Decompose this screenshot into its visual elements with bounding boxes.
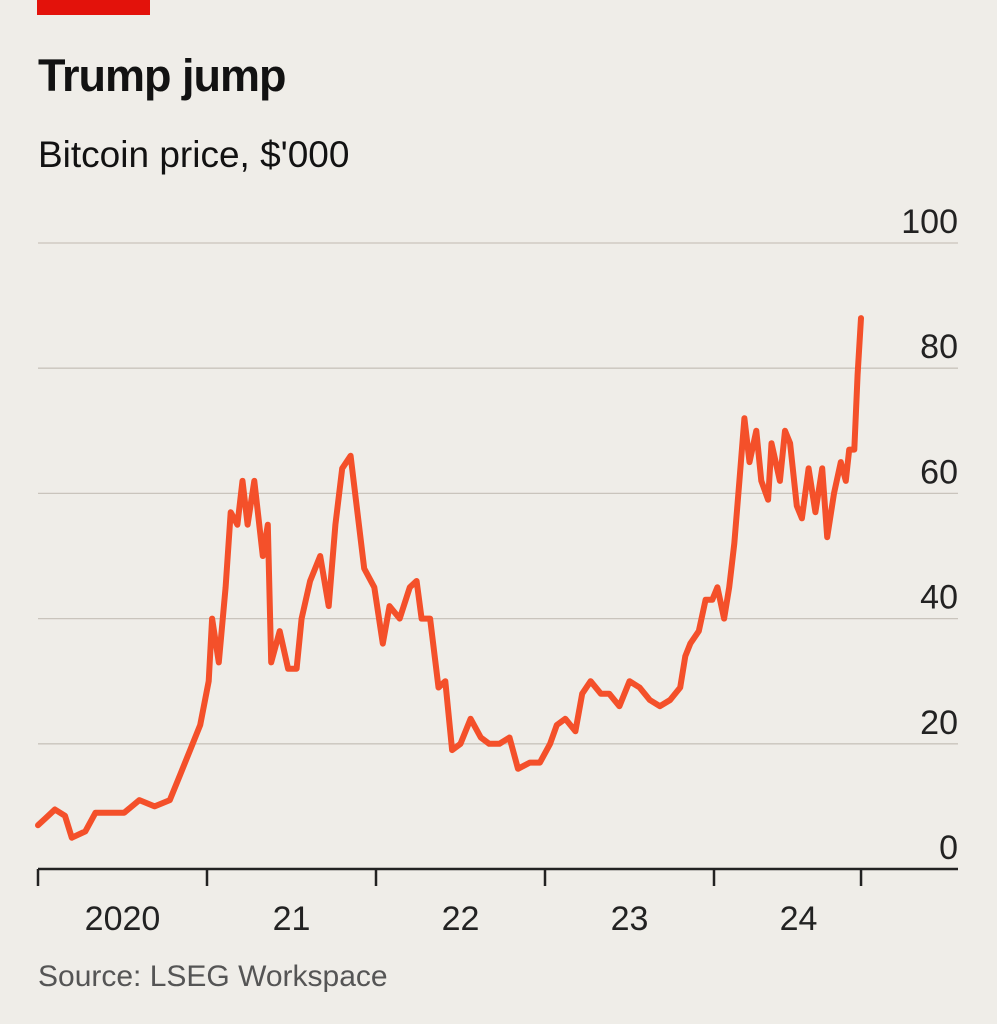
y-tick-label: 20 (920, 704, 958, 742)
y-tick-label: 40 (920, 579, 958, 617)
y-tick-label: 60 (920, 453, 958, 491)
x-tick-label: 22 (442, 900, 480, 938)
chart-title: Trump jump (38, 50, 286, 101)
x-tick-label: 23 (611, 900, 649, 938)
brand-bar (37, 0, 150, 15)
series-line-bitcoin-price (35, 315, 864, 841)
y-tick-label: 0 (939, 829, 958, 867)
x-tick-label: 2020 (85, 900, 161, 938)
x-tick-label: 24 (780, 900, 818, 938)
chart-subtitle: Bitcoin price, $'000 (38, 134, 350, 175)
x-tick-label: 21 (273, 900, 311, 938)
y-tick-label: 100 (901, 203, 958, 241)
chart-source: Source: LSEG Workspace (38, 960, 388, 993)
y-tick-label: 80 (920, 328, 958, 366)
